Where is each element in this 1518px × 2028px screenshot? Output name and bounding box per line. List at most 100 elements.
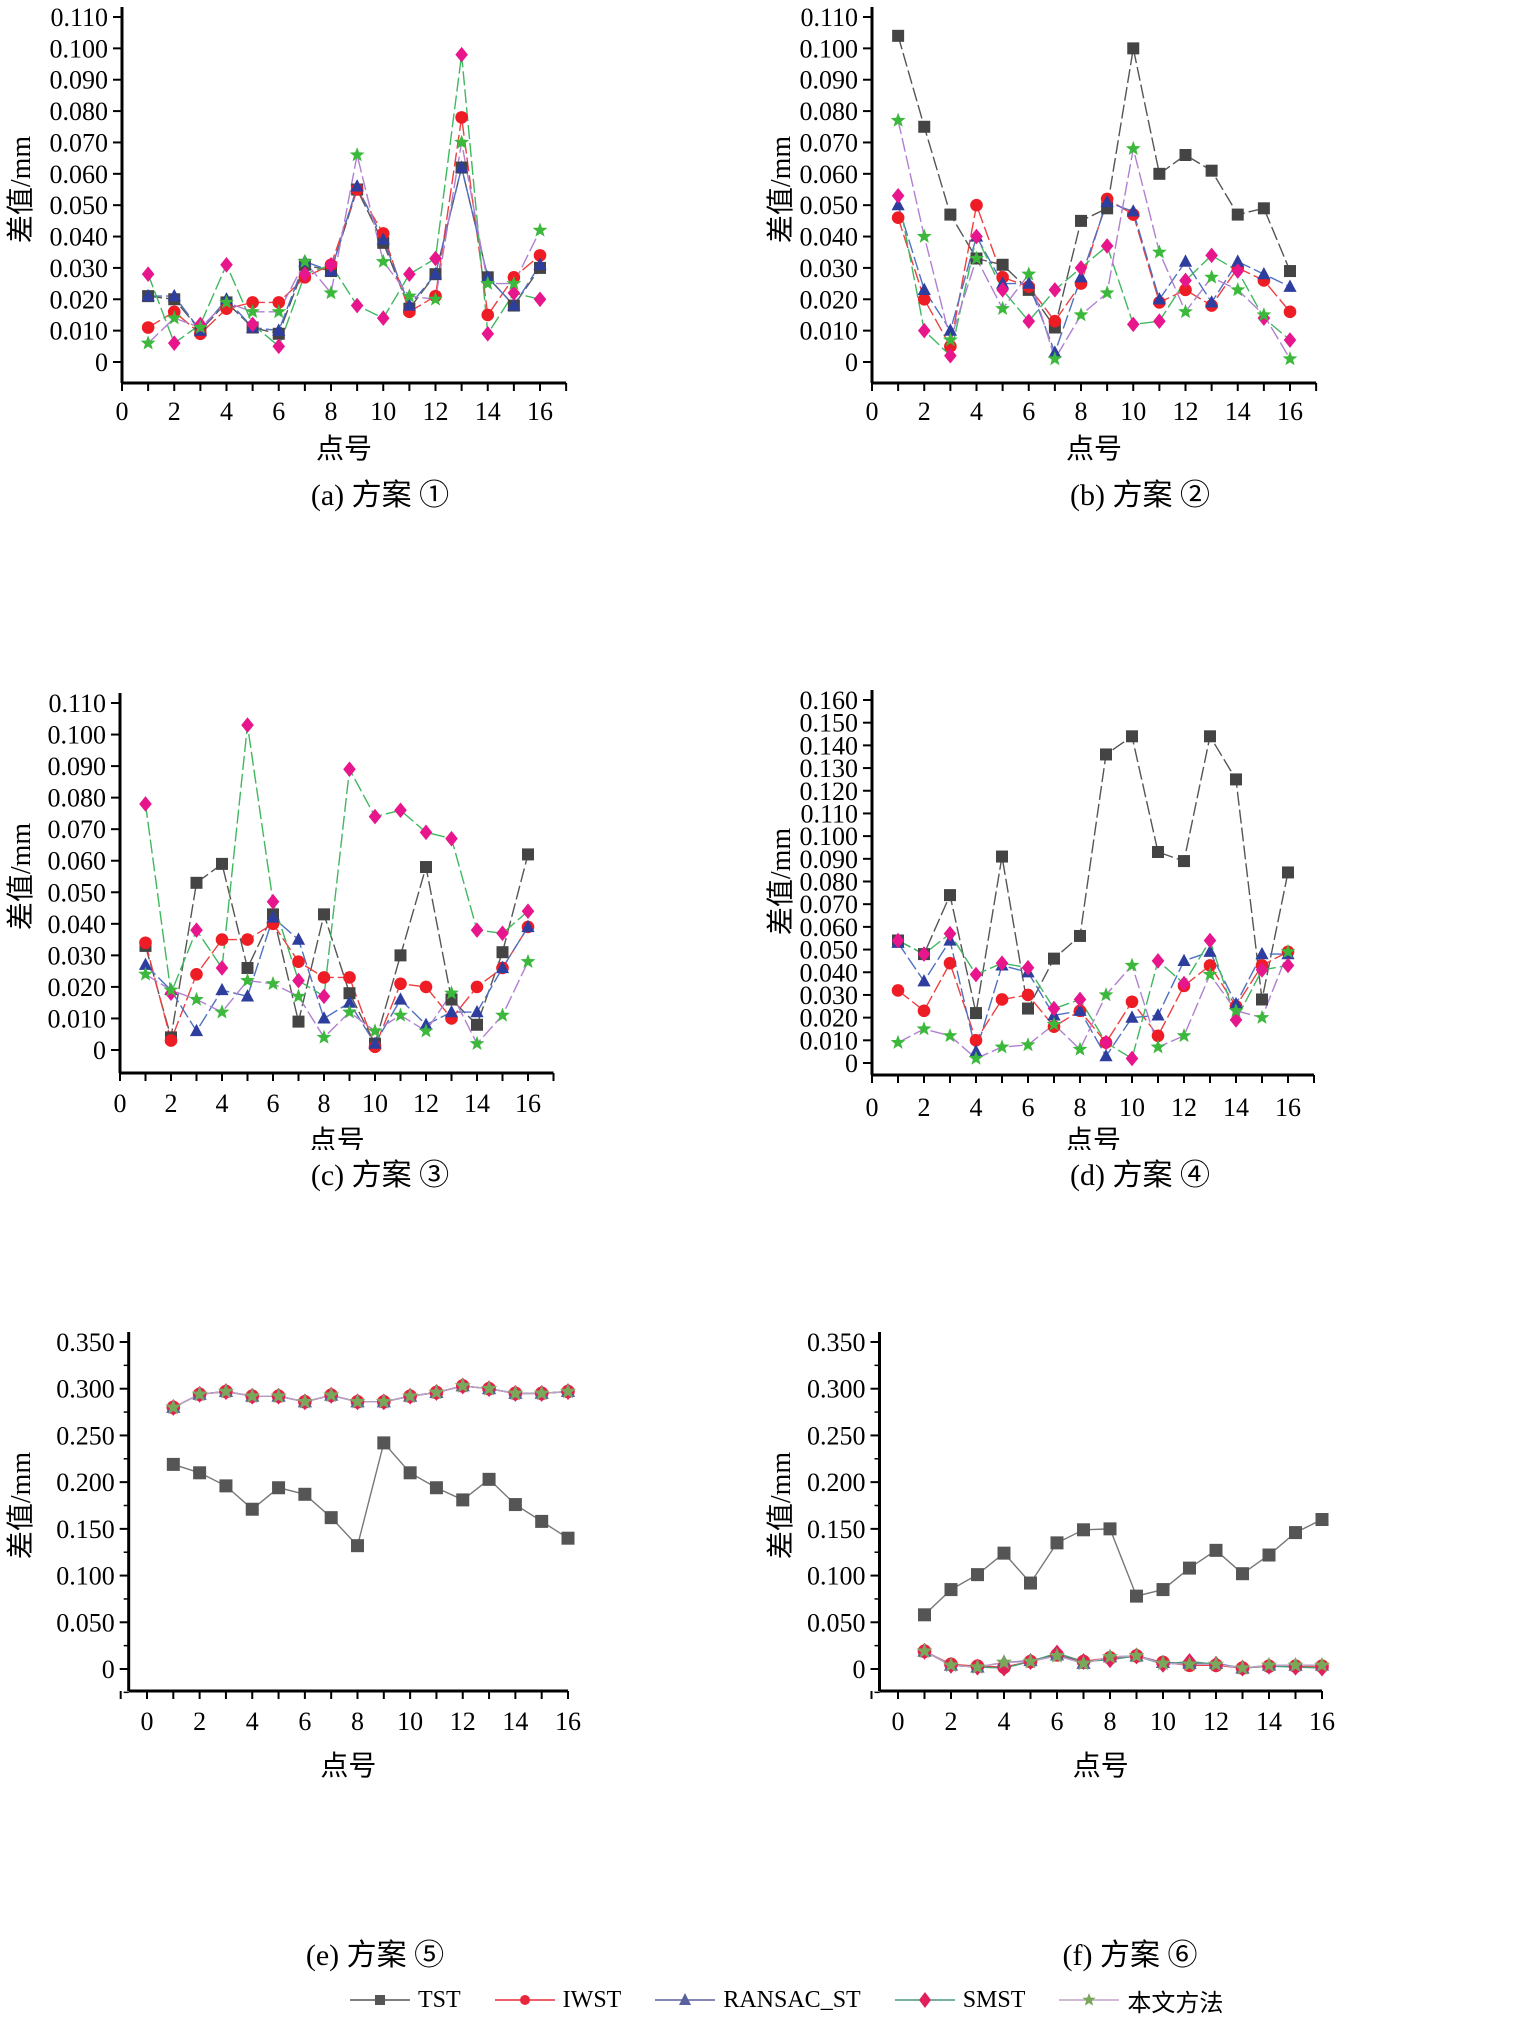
chart-b-xtick-label: 6 <box>1022 397 1035 426</box>
chart-b-point-smst <box>1153 313 1166 330</box>
chart-c-point-smst <box>139 796 152 812</box>
caption-e: (e) 方案 ⑤ <box>305 1939 445 1972</box>
chart-b-point-smst <box>1100 238 1114 254</box>
chart-b-xtick-label: 8 <box>1075 397 1088 426</box>
chart-a-point-smst <box>429 250 442 267</box>
chart-f: 0 0.050 0.100 0.150 0.200 0.250 0.300 0.350 0 2 4 6… <box>760 1328 1518 1830</box>
chart-e-xtick-label: 16 <box>555 1707 581 1736</box>
chart-f-line-tst <box>924 1518 1323 1616</box>
chart-a-point-proposed <box>480 275 496 290</box>
chart-c-point-smst <box>445 830 458 847</box>
chart-b-point-proposed <box>969 250 984 265</box>
chart-d-point-ransac-st <box>1151 1008 1165 1021</box>
chart-d-point-iwst <box>1021 988 1035 1002</box>
chart-d-point-proposed <box>1098 987 1114 1002</box>
chart-c-point-proposed <box>418 1023 434 1038</box>
chart-b-ytick-label: 0 <box>845 348 858 377</box>
chart-b-point-tst <box>918 120 931 133</box>
chart-c-point-proposed <box>393 1007 408 1022</box>
chart-a-ytick-label: 0.080 <box>50 97 109 126</box>
chart-e-xtick-label: 0 <box>141 1707 154 1736</box>
chart-a-point-proposed <box>219 294 234 309</box>
chart-b-point-ransac-st <box>1231 254 1245 267</box>
chart-c-xtick-label: 10 <box>362 1089 388 1118</box>
chart-c-point-tst <box>420 861 432 874</box>
legend-label-proposed: 本文方法 <box>1127 1990 1224 2017</box>
chart-c-ytick-label: 0 <box>93 1036 106 1065</box>
chart-d-point-smst <box>1021 959 1035 976</box>
chart-b-line-proposed <box>897 120 1291 361</box>
chart-a-xtick-label: 6 <box>272 397 285 426</box>
legend-swatch-iwst <box>494 1995 555 2005</box>
chart-e-point-tst <box>403 1466 417 1480</box>
chart-d-point-tst <box>1048 952 1060 965</box>
chart-b-point-proposed <box>1256 307 1272 322</box>
chart-b-y-title: 差值/mm <box>765 136 797 244</box>
chart-f-ytick-label: 0.200 <box>807 1468 866 1497</box>
chart-e-point-tst <box>508 1498 522 1512</box>
chart-e-xtick-label: 4 <box>246 1707 259 1736</box>
chart-c-point-tst <box>471 1018 483 1031</box>
chart-a-point-smst <box>167 335 181 351</box>
chart-c-point-proposed <box>520 953 536 968</box>
chart-e-point-tst <box>561 1531 575 1545</box>
chart-c-point-smst <box>266 893 280 910</box>
chart-f-point-tst <box>1236 1567 1249 1581</box>
chart-f-xtick-label: 4 <box>998 1707 1011 1736</box>
chart-e-point-tst <box>193 1466 207 1480</box>
chart-a-point-smst <box>481 325 495 342</box>
chart-c-point-ransac-st <box>470 1004 484 1018</box>
chart-b-point-proposed <box>1178 304 1193 319</box>
chart-e-point-tst <box>535 1514 549 1528</box>
chart-b-point-proposed <box>1073 307 1089 322</box>
chart-d-point-tst <box>1022 1002 1034 1015</box>
chart-c-point-smst <box>343 761 356 778</box>
chart-b-ytick-label: 0.030 <box>800 254 859 283</box>
chart-f-point-tst <box>1315 1513 1329 1527</box>
chart-e-point-tst <box>245 1502 259 1516</box>
chart-a-line-iwst <box>147 117 541 335</box>
chart-a-point-smst <box>141 266 155 282</box>
chart-d-ytick-label: 0 <box>845 1049 858 1078</box>
chart-e-point-tst <box>166 1457 180 1471</box>
chart-e-point-tst <box>456 1493 470 1507</box>
chart-c-point-smst <box>190 922 203 938</box>
chart-d-point-proposed <box>890 1034 906 1049</box>
chart-b-xtick-label: 12 <box>1173 397 1199 426</box>
chart-d-point-iwst <box>917 1004 931 1018</box>
chart-d-point-ransac-st <box>1177 953 1191 967</box>
chart-d-ytick-label: 0.060 <box>800 913 859 942</box>
chart-b-xtick-label: 4 <box>970 397 983 426</box>
chart-b-xtick-label: 0 <box>866 397 879 426</box>
chart-f-xtick-label: 12 <box>1203 1707 1229 1736</box>
chart-d-line-tst <box>897 734 1289 1014</box>
chart-b-point-smst <box>1179 272 1192 289</box>
chart-c-xtick-label: 2 <box>165 1089 178 1118</box>
chart-f-xtick-label: 14 <box>1256 1707 1282 1736</box>
chart-c-point-smst <box>470 922 484 938</box>
chart-d-point-tst <box>944 889 956 902</box>
chart-f-point-tst <box>997 1546 1011 1560</box>
chart-f-point-proposed <box>1314 1656 1330 1673</box>
chart-a-ytick-label: 0.050 <box>50 191 109 220</box>
chart-c-point-ransac-st <box>368 1036 382 1049</box>
chart-a-point-smst <box>533 291 547 308</box>
chart-c-point-ransac-st <box>444 1004 459 1018</box>
chart-d-ytick-label: 0.040 <box>800 958 859 987</box>
chart-f-point-tst <box>1103 1522 1117 1536</box>
chart-a: 0 0.010 0.020 0.030 0.040 0.050 0.060 0.070 0.08… <box>0 0 760 520</box>
chart-d-xtick-label: 10 <box>1119 1093 1145 1122</box>
chart-d-point-smst <box>969 966 983 983</box>
chart-c-ytick-label: 0.100 <box>48 721 107 750</box>
chart-a-point-smst <box>376 310 390 326</box>
chart-e-ytick-label: 0.250 <box>56 1421 115 1450</box>
chart-b-point-tst <box>1205 164 1218 177</box>
chart-a-ytick-label: 0.090 <box>50 66 109 95</box>
chart-c-point-ransac-st <box>495 960 510 974</box>
chart-a-point-proposed <box>271 304 287 319</box>
chart-b-point-ransac-st <box>1178 254 1193 267</box>
chart-b-point-iwst <box>1283 305 1297 319</box>
chart-d-point-smst <box>1281 957 1295 974</box>
chart-d-point-tst <box>1282 866 1294 879</box>
